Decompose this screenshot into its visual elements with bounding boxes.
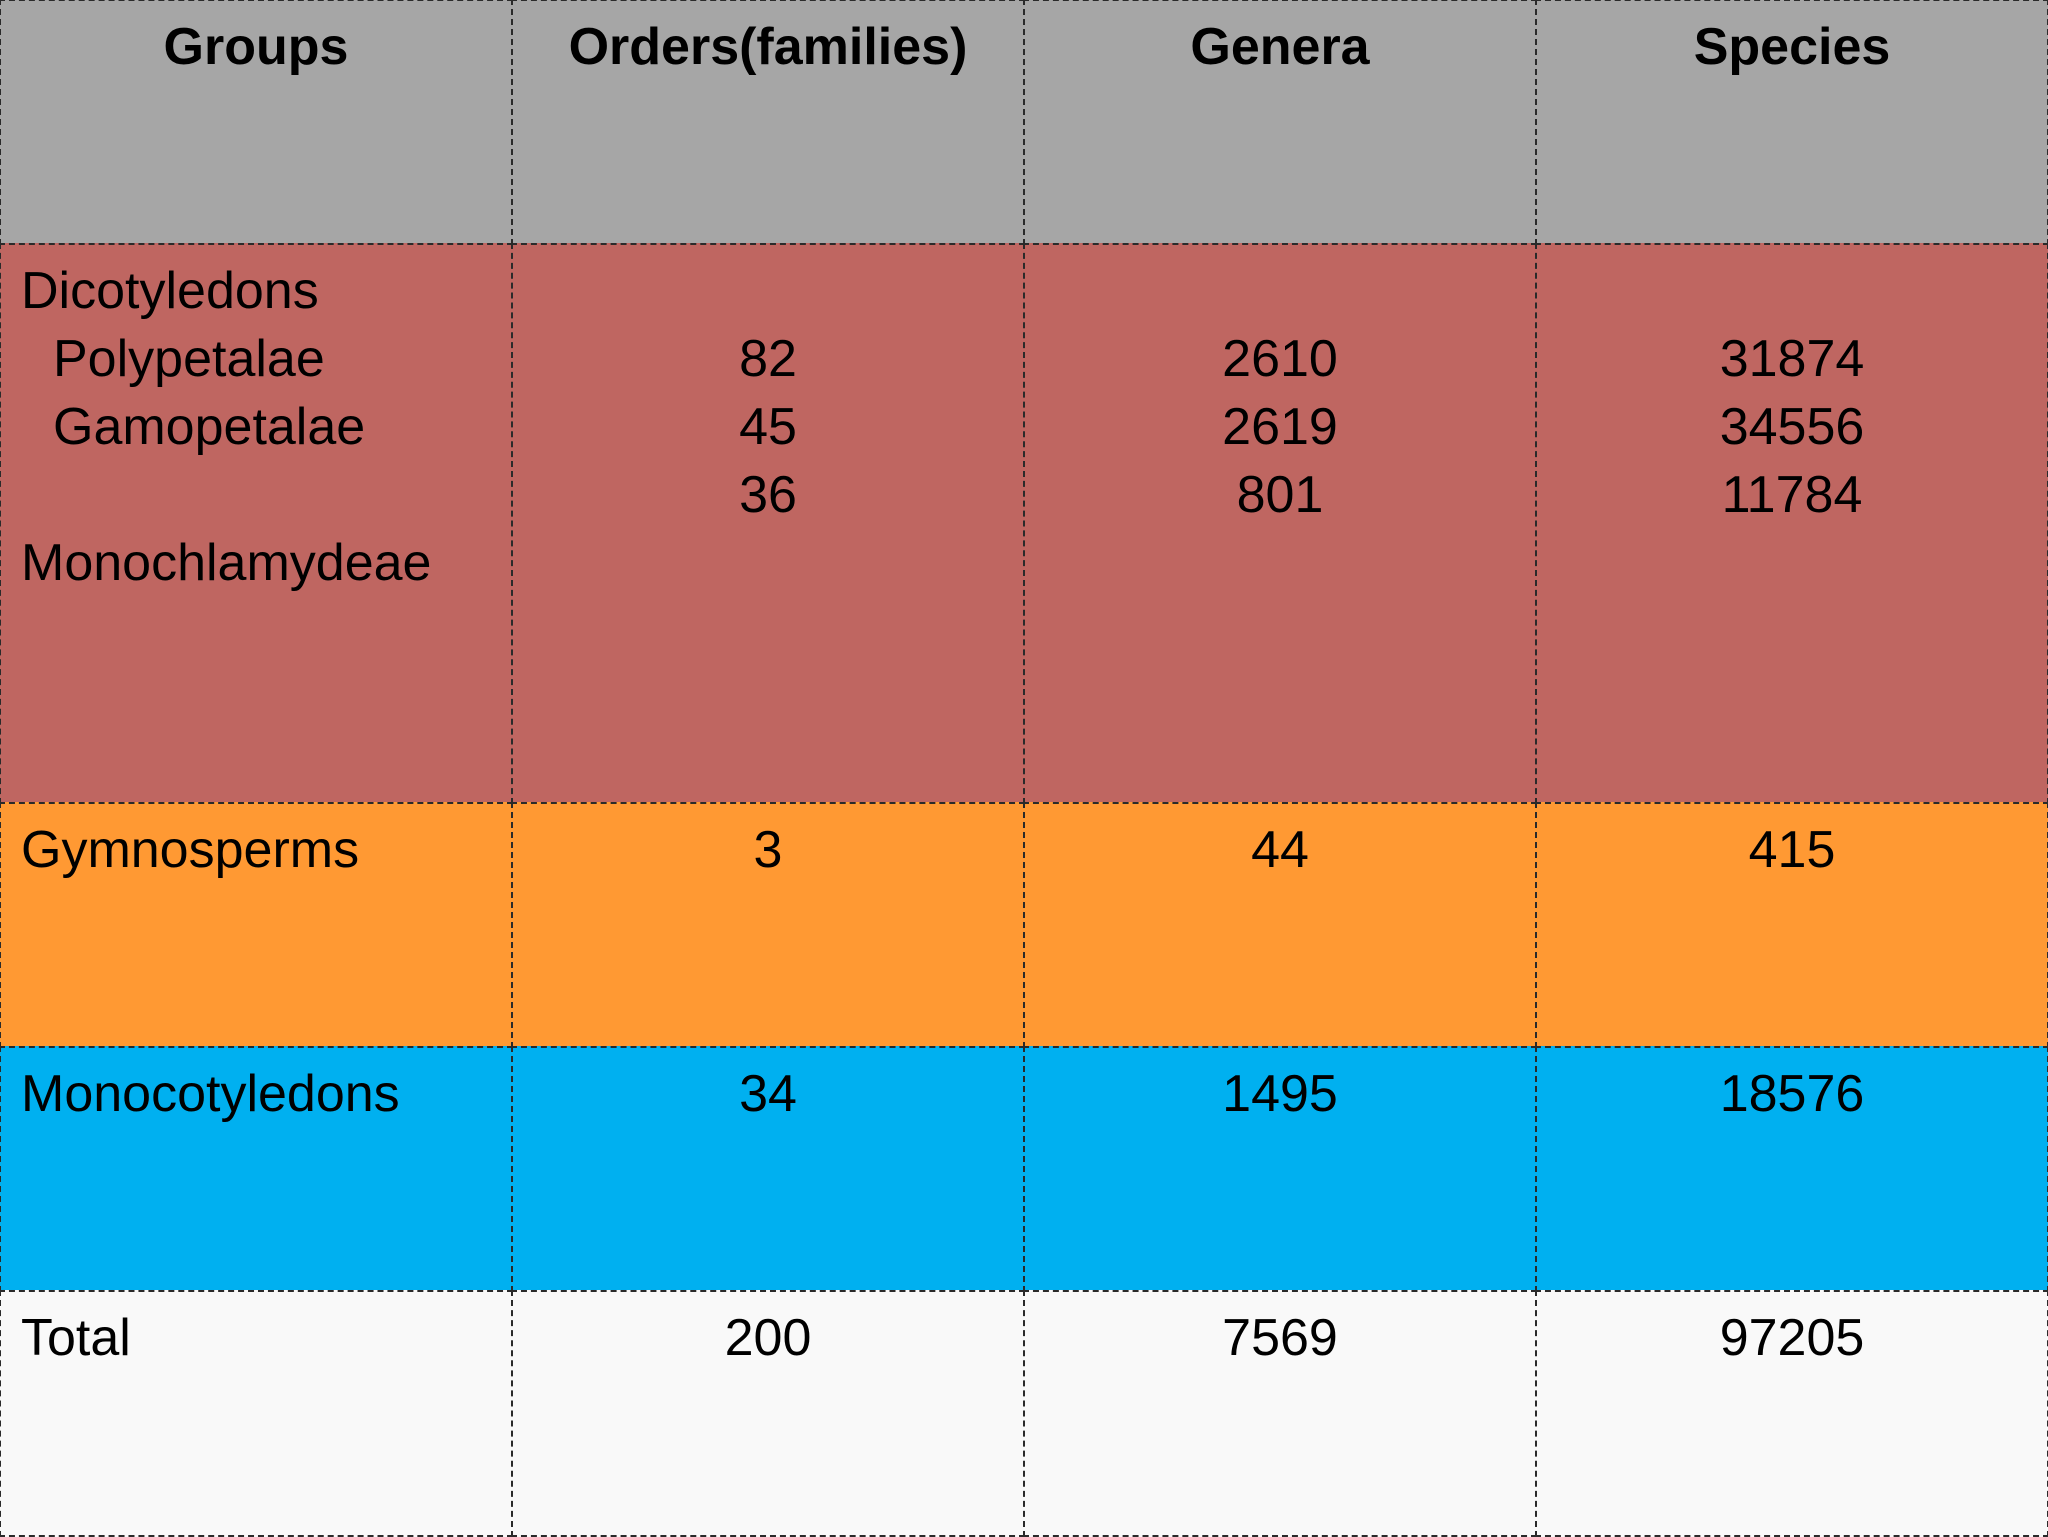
dicotyledons-label: Dicotyledons bbox=[21, 262, 319, 320]
dicotyledons-orders-cell: 82 45 36 bbox=[511, 243, 1025, 804]
monocotyledons-label: Monocotyledons bbox=[0, 1046, 513, 1292]
total-genera: 7569 bbox=[1023, 1290, 1537, 1537]
gamopetalae-label: Gamopetalae bbox=[53, 398, 366, 456]
dicotyledons-label-cell: Dicotyledons Polypetalae Gamopetalae Mon… bbox=[0, 243, 513, 804]
gymnosperms-genera: 44 bbox=[1023, 802, 1537, 1048]
monochlamydeae-species: 11784 bbox=[1721, 466, 1863, 524]
monocotyledons-genera: 1495 bbox=[1023, 1046, 1537, 1292]
header-groups: Groups bbox=[0, 0, 513, 245]
monochlamydeae-genera: 801 bbox=[1236, 466, 1324, 524]
gymnosperms-label: Gymnosperms bbox=[0, 802, 513, 1048]
total-species: 97205 bbox=[1535, 1290, 2048, 1537]
total-label: Total bbox=[0, 1290, 513, 1537]
monocotyledons-orders: 34 bbox=[511, 1046, 1025, 1292]
total-orders: 200 bbox=[511, 1290, 1025, 1537]
gymnosperms-species: 415 bbox=[1535, 802, 2048, 1048]
gamopetalae-genera: 2619 bbox=[1222, 398, 1338, 456]
header-genera: Genera bbox=[1023, 0, 1537, 245]
dicotyledons-species-cell: 31874 34556 11784 bbox=[1535, 243, 2048, 804]
monocotyledons-species: 18576 bbox=[1535, 1046, 2048, 1292]
spacer bbox=[21, 461, 511, 529]
polypetalae-orders: 82 bbox=[739, 330, 797, 388]
monochlamydeae-label: Monochlamydeae bbox=[21, 534, 432, 592]
polypetalae-genera: 2610 bbox=[1222, 330, 1338, 388]
monochlamydeae-orders: 36 bbox=[739, 466, 797, 524]
polypetalae-label: Polypetalae bbox=[53, 330, 325, 388]
gamopetalae-orders: 45 bbox=[739, 398, 797, 456]
gamopetalae-species: 34556 bbox=[1719, 398, 1865, 456]
polypetalae-species: 31874 bbox=[1719, 330, 1865, 388]
dicotyledons-genera-cell: 2610 2619 801 bbox=[1023, 243, 1537, 804]
header-species: Species bbox=[1535, 0, 2048, 245]
gymnosperms-orders: 3 bbox=[511, 802, 1025, 1048]
header-orders: Orders(families) bbox=[511, 0, 1025, 245]
